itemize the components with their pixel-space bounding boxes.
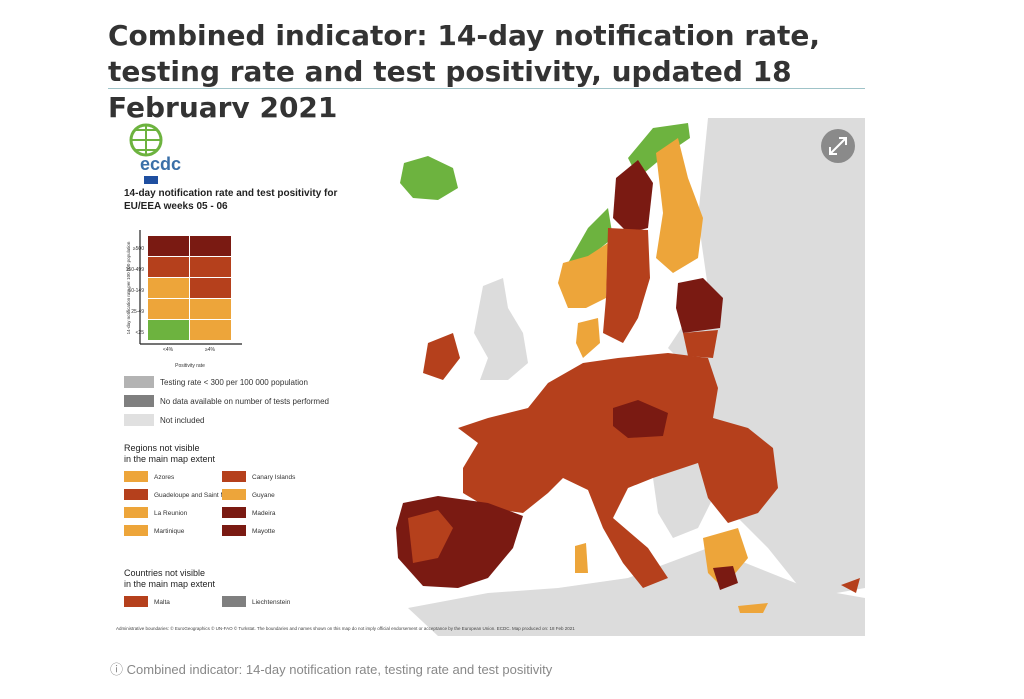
legend-swatch	[124, 414, 154, 426]
map-panel: ecdc 14-day notification rate and test p…	[108, 118, 865, 636]
denmark	[576, 318, 600, 358]
legend-swatch	[124, 507, 148, 518]
sweden	[613, 160, 653, 233]
legend-swatch	[222, 471, 246, 482]
legend-title: 14-day notification rate and test positi…	[124, 188, 337, 212]
iberia-red	[408, 510, 453, 563]
legend-label: La Reunion	[154, 510, 188, 517]
balkans	[653, 463, 713, 538]
matrix-cell	[190, 236, 231, 256]
row-label: 25-49	[131, 309, 144, 315]
matrix-cell	[148, 278, 189, 298]
sardinia	[575, 543, 588, 573]
uk	[474, 278, 528, 380]
row-label: 150-499	[126, 267, 145, 273]
czechia	[613, 400, 668, 438]
sweden-south	[603, 228, 650, 343]
matrix-cell	[148, 320, 189, 340]
crete	[738, 603, 768, 613]
matrix-cell	[148, 236, 189, 256]
legend-label: Liechtenstein	[252, 599, 291, 606]
legend-label: Not included	[160, 416, 204, 425]
legend-label: Mayotte	[252, 528, 276, 535]
legend-swatch	[222, 489, 246, 500]
legend-swatch	[222, 525, 246, 536]
lithuania	[683, 330, 718, 358]
map: ecdc 14-day notification rate and test p…	[116, 118, 865, 636]
legend-swatch	[124, 596, 148, 607]
legend-label: Martinique	[154, 528, 185, 535]
axis-arrows	[139, 230, 242, 345]
legend-label: Madeira	[252, 510, 276, 517]
legend-label: Azores	[154, 474, 175, 481]
norway	[558, 243, 608, 308]
central-europe	[458, 353, 778, 588]
legend-label: Testing rate < 300 per 100 000 populatio…	[160, 378, 308, 387]
credits: Administrative boundaries: © EuroGeograp…	[116, 625, 575, 631]
section-title: Regions not visible in the main map exten…	[124, 443, 216, 464]
finland	[656, 138, 703, 273]
caption: ⓘ Combined indicator: 14-day notificatio…	[110, 662, 553, 677]
matrix-cell	[190, 278, 231, 298]
logo: ecdc	[129, 123, 181, 184]
legend: 14-day notification rate and test positi…	[116, 188, 575, 631]
logo-text: ecdc	[140, 154, 181, 174]
legend-swatch	[124, 471, 148, 482]
norway-green	[568, 208, 613, 263]
land-grey	[668, 118, 865, 598]
legend-label: Guadeloupe and Saint Martin	[154, 492, 239, 499]
land-grey	[408, 548, 865, 636]
legend-swatch	[124, 525, 148, 536]
caption-text: Combined indicator: 14-day notification …	[126, 662, 553, 677]
legend-label: No data available on number of tests per…	[160, 397, 329, 406]
legend-label: Malta	[154, 599, 170, 606]
row-label: ≥500	[133, 246, 144, 252]
legend-swatch	[124, 376, 154, 388]
matrix-cell	[190, 320, 231, 340]
x-axis-label: Positivity rate	[175, 363, 205, 369]
matrix-cell	[190, 257, 231, 277]
cyprus	[841, 578, 860, 593]
iceland	[400, 156, 458, 200]
ireland	[423, 333, 460, 380]
title-rule	[108, 88, 865, 89]
legend-swatch	[222, 596, 246, 607]
row-label: 50-149	[128, 288, 144, 294]
norway-green	[628, 123, 690, 178]
section-title: Countries not visible in the main map ext…	[124, 568, 216, 589]
y-axis-label: 14-day notification rate per 100 000 pop…	[126, 241, 131, 334]
greece	[703, 528, 748, 588]
legend-label: Guyane	[252, 492, 275, 499]
legend-label: Canary Islands	[252, 474, 296, 481]
column-label: ≥4%	[205, 347, 216, 353]
legend-swatch	[124, 395, 154, 407]
matrix-cell	[190, 299, 231, 319]
matrix-cell	[148, 299, 189, 319]
column-label: <4%	[163, 347, 174, 353]
title: Combined indicator: 14-day notification …	[108, 19, 821, 124]
legend-swatch	[222, 507, 246, 518]
baltics	[676, 278, 723, 333]
greece-south	[713, 566, 738, 590]
matrix-cell	[148, 257, 189, 277]
expand-icon	[829, 137, 847, 155]
legend-swatch	[124, 489, 148, 500]
